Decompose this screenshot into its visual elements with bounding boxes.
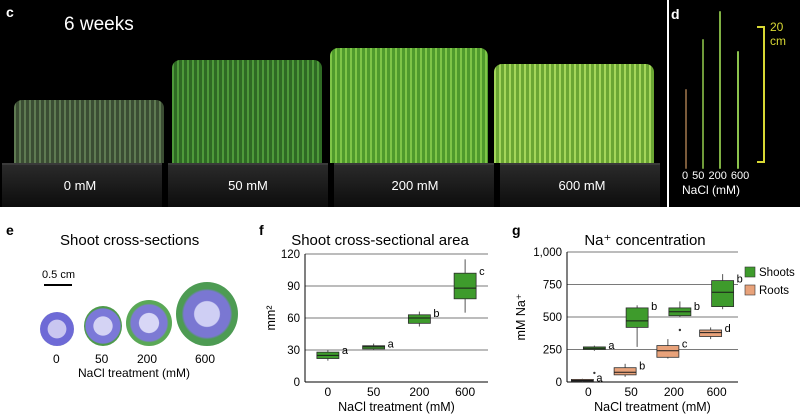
significance-letter: b: [433, 308, 439, 320]
box: [656, 345, 680, 358]
panel-e-xlabel: NaCl treatment (mM): [78, 366, 191, 380]
box: [613, 367, 637, 376]
x-tick-label: 600: [455, 385, 475, 399]
significance-letter: c: [682, 339, 688, 351]
panel-g-letter: g: [512, 222, 521, 238]
x-axis-label: NaCl treatment (mM): [338, 400, 455, 414]
box-outlier: [678, 328, 682, 332]
y-tick-label: 1,000: [533, 247, 562, 259]
y-axis-label: mM Na⁺: [514, 294, 528, 341]
y-tick-label: 500: [543, 312, 562, 324]
significance-letter: b: [639, 361, 645, 373]
box: [711, 280, 735, 307]
weeks-label: 6 weeks: [64, 14, 134, 35]
y-tick-label: 750: [543, 280, 562, 292]
panel-e-title: Shoot cross-sections: [60, 232, 200, 249]
height-scale-label: 20 cm: [770, 20, 786, 48]
significance-letter: b: [651, 301, 657, 313]
cross-section-0mM: [40, 312, 74, 346]
y-tick-label: 90: [287, 281, 300, 293]
panel-d-letter: d: [671, 6, 680, 22]
y-tick-label: 0: [556, 377, 562, 389]
significance-letter: b: [694, 301, 700, 313]
pot-label-200: 200 mM: [391, 178, 439, 193]
plant-stem-200mM: [719, 11, 721, 169]
cross-section-200mM: [126, 300, 172, 346]
box: [625, 307, 649, 328]
x-tick-label: 50: [367, 385, 381, 399]
y-tick-label: 60: [287, 313, 300, 325]
y-tick-label: 30: [287, 345, 300, 357]
x-tick-label: 50: [624, 385, 638, 399]
x-tick-label: 0: [325, 385, 332, 399]
pot-200mM: [334, 163, 494, 207]
legend-swatch: [744, 284, 756, 296]
pot-600mM: [500, 163, 660, 207]
height-scale-bar: [757, 26, 765, 163]
plant-stem-600mM: [737, 51, 739, 169]
panel-d-axis-label: NaCl (mM): [682, 183, 740, 197]
x-tick-label: 200: [409, 385, 429, 399]
legend-swatch: [744, 266, 756, 278]
cross-section-label-50: 50: [95, 352, 109, 366]
y-axis-label: mm²: [264, 306, 278, 331]
plant-clump-0mM: [14, 100, 164, 163]
box: [453, 272, 477, 300]
chart-title: Shoot cross-sectional area: [291, 232, 469, 249]
significance-letter: c: [479, 266, 485, 278]
plant-clump-50mM: [172, 60, 322, 163]
cross-section-label-600: 600: [195, 352, 216, 366]
cross-section-600mM: [176, 282, 238, 346]
significance-letter: a: [388, 339, 395, 351]
y-tick-label: 120: [281, 249, 300, 261]
significance-letter: a: [342, 345, 349, 357]
x-tick-label: 0: [585, 385, 592, 399]
legend-label: Roots: [759, 285, 789, 297]
significance-letter: d: [725, 323, 731, 335]
cross-section-scalebar-label: 0.5 cm: [42, 269, 76, 281]
pot-label-600: 600 mM: [558, 178, 606, 193]
legend-label: Shoots: [759, 267, 795, 279]
significance-letter: a: [608, 340, 615, 352]
plant-stem-50mM: [702, 39, 704, 169]
significance-letter: b: [737, 274, 743, 286]
box: [407, 314, 431, 324]
chart-title: Na⁺ concentration: [584, 232, 705, 249]
panel-c-letter: c: [6, 4, 14, 20]
y-tick-label: 0: [294, 377, 300, 389]
plant-stem-0mM: [685, 89, 687, 169]
pot-50mM: [168, 163, 328, 207]
cross-section-label-0: 0: [53, 352, 60, 366]
box: [362, 345, 386, 350]
chart-na-concentration: Na⁺ concentration 0 250 500 750 1,000 0 50 200 60…: [514, 232, 795, 414]
plant-clump-200mM: [330, 48, 488, 163]
cross-section-50mM: [84, 306, 122, 346]
cross-section-label-200: 200: [137, 352, 158, 366]
panel-e-letter: e: [6, 222, 14, 238]
panel-c-photo: [0, 0, 667, 207]
pot-0mM: [2, 163, 162, 207]
chart-shoot-area: Shoot cross-sectional area 0 30 60 90 120 0 50 2…: [264, 232, 488, 414]
panel-d-photo: [669, 0, 800, 207]
plant-clump-600mM: [494, 64, 654, 163]
significance-letter: a: [596, 372, 603, 384]
panel-d-ticks: 0 50 200 600: [682, 170, 750, 182]
pot-label-0: 0 mM: [63, 178, 97, 193]
x-tick-label: 600: [707, 385, 727, 399]
panel-f-letter: f: [259, 222, 264, 238]
x-axis-label: NaCl treatment (mM): [594, 400, 711, 414]
box-outlier: [593, 371, 596, 375]
x-tick-label: 200: [664, 385, 684, 399]
box: [699, 329, 723, 337]
cross-section-scalebar: [44, 284, 72, 286]
y-tick-label: 250: [543, 345, 562, 357]
pot-label-50: 50 mM: [228, 178, 268, 193]
